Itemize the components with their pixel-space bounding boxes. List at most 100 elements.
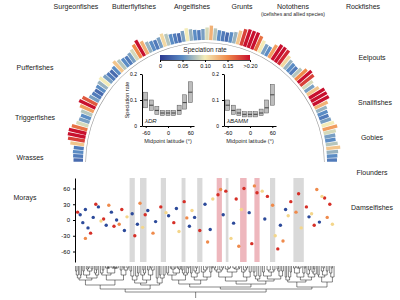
point bbox=[190, 209, 193, 212]
tick-label: 0.2 bbox=[212, 71, 219, 77]
point bbox=[240, 208, 243, 211]
tip-ray bbox=[182, 31, 184, 42]
band bbox=[161, 178, 166, 262]
y-axis-line bbox=[142, 75, 143, 127]
point bbox=[141, 226, 144, 229]
tip-ray bbox=[327, 158, 337, 162]
clade-label: Snailfishes bbox=[358, 99, 392, 106]
y-axis: 0 0.1 0.2 bbox=[212, 71, 224, 129]
box-median bbox=[160, 113, 164, 114]
tick-mark bbox=[190, 126, 191, 128]
tick-label: -60 bbox=[142, 130, 150, 136]
tick: 0 bbox=[67, 217, 75, 223]
scatter-plot bbox=[76, 178, 334, 262]
tip-ray bbox=[74, 158, 83, 162]
point bbox=[294, 210, 297, 213]
tip-ray bbox=[178, 33, 180, 42]
point bbox=[193, 216, 196, 219]
point bbox=[105, 224, 108, 227]
tick-label: -60 bbox=[61, 249, 70, 255]
box bbox=[248, 112, 252, 117]
box-median bbox=[226, 105, 230, 106]
tick-label: 0.1 bbox=[212, 97, 219, 103]
panel-label: λBAMM bbox=[226, 118, 248, 124]
box-median bbox=[254, 114, 258, 115]
band bbox=[240, 178, 247, 262]
tick-mark bbox=[73, 252, 75, 253]
point bbox=[300, 226, 303, 229]
point bbox=[318, 220, 321, 223]
tick-label: 0 bbox=[249, 130, 252, 136]
box-median bbox=[172, 113, 176, 114]
point bbox=[97, 205, 100, 208]
band bbox=[130, 178, 135, 262]
tick: 0.15 bbox=[223, 60, 234, 69]
tip-ray bbox=[197, 30, 201, 40]
point bbox=[123, 229, 126, 232]
tip-ray bbox=[73, 150, 83, 154]
tick-mark bbox=[250, 126, 251, 128]
colorbar-title: Speciation rate bbox=[183, 46, 227, 54]
point bbox=[320, 195, 323, 198]
box-plot bbox=[226, 84, 275, 116]
point bbox=[284, 208, 287, 211]
tick-mark bbox=[146, 126, 147, 128]
point bbox=[305, 205, 308, 208]
point bbox=[133, 234, 136, 237]
box-median bbox=[237, 113, 241, 114]
point bbox=[255, 191, 258, 194]
point bbox=[261, 189, 264, 192]
tick: 0.2 bbox=[130, 71, 142, 77]
box bbox=[160, 110, 164, 115]
clade-label: Gobies bbox=[361, 134, 384, 141]
point bbox=[271, 204, 274, 207]
band bbox=[217, 178, 222, 262]
point bbox=[289, 200, 292, 203]
box-median bbox=[177, 110, 181, 111]
band bbox=[182, 178, 186, 262]
fan-tree bbox=[68, 26, 340, 162]
clade-label: Grunts bbox=[231, 3, 253, 10]
tip-ray bbox=[326, 143, 338, 145]
point bbox=[125, 215, 128, 218]
panel-label: λDR bbox=[144, 118, 157, 124]
point bbox=[167, 214, 170, 217]
box-median bbox=[231, 110, 235, 111]
point bbox=[237, 245, 240, 248]
point bbox=[81, 221, 84, 224]
tick-mark bbox=[140, 74, 142, 75]
point bbox=[84, 237, 87, 240]
tick-mark bbox=[222, 100, 224, 101]
point bbox=[131, 212, 134, 215]
point bbox=[263, 217, 266, 220]
point bbox=[216, 193, 219, 196]
tick: 0 bbox=[159, 60, 162, 69]
tick-mark bbox=[272, 126, 273, 128]
box bbox=[242, 112, 246, 117]
tick: 30 bbox=[63, 202, 75, 208]
tick: 0.1 bbox=[130, 97, 142, 103]
point bbox=[76, 210, 79, 213]
point bbox=[276, 247, 279, 250]
tick-mark bbox=[160, 60, 161, 62]
clade-label: Triggerfishes bbox=[15, 114, 56, 122]
point bbox=[99, 219, 102, 222]
tip-ray bbox=[324, 135, 335, 137]
tick-label: 0 bbox=[216, 123, 219, 129]
point bbox=[172, 221, 175, 224]
tick-label: 0.1 bbox=[130, 97, 137, 103]
tip-ray bbox=[320, 119, 330, 123]
clade-label: (icefishes and allied species) bbox=[261, 11, 325, 17]
tick: 0.2 bbox=[212, 71, 224, 77]
clade-label: Morays bbox=[14, 194, 37, 202]
point bbox=[235, 197, 238, 200]
tip-ray bbox=[205, 28, 209, 40]
box-median bbox=[242, 114, 246, 115]
tick-label: 0.10 bbox=[200, 63, 211, 69]
point bbox=[326, 216, 329, 219]
tick-mark bbox=[183, 60, 184, 62]
point bbox=[164, 211, 167, 214]
tip-ray bbox=[326, 147, 340, 149]
tip-ray bbox=[68, 138, 85, 141]
band bbox=[140, 178, 147, 262]
